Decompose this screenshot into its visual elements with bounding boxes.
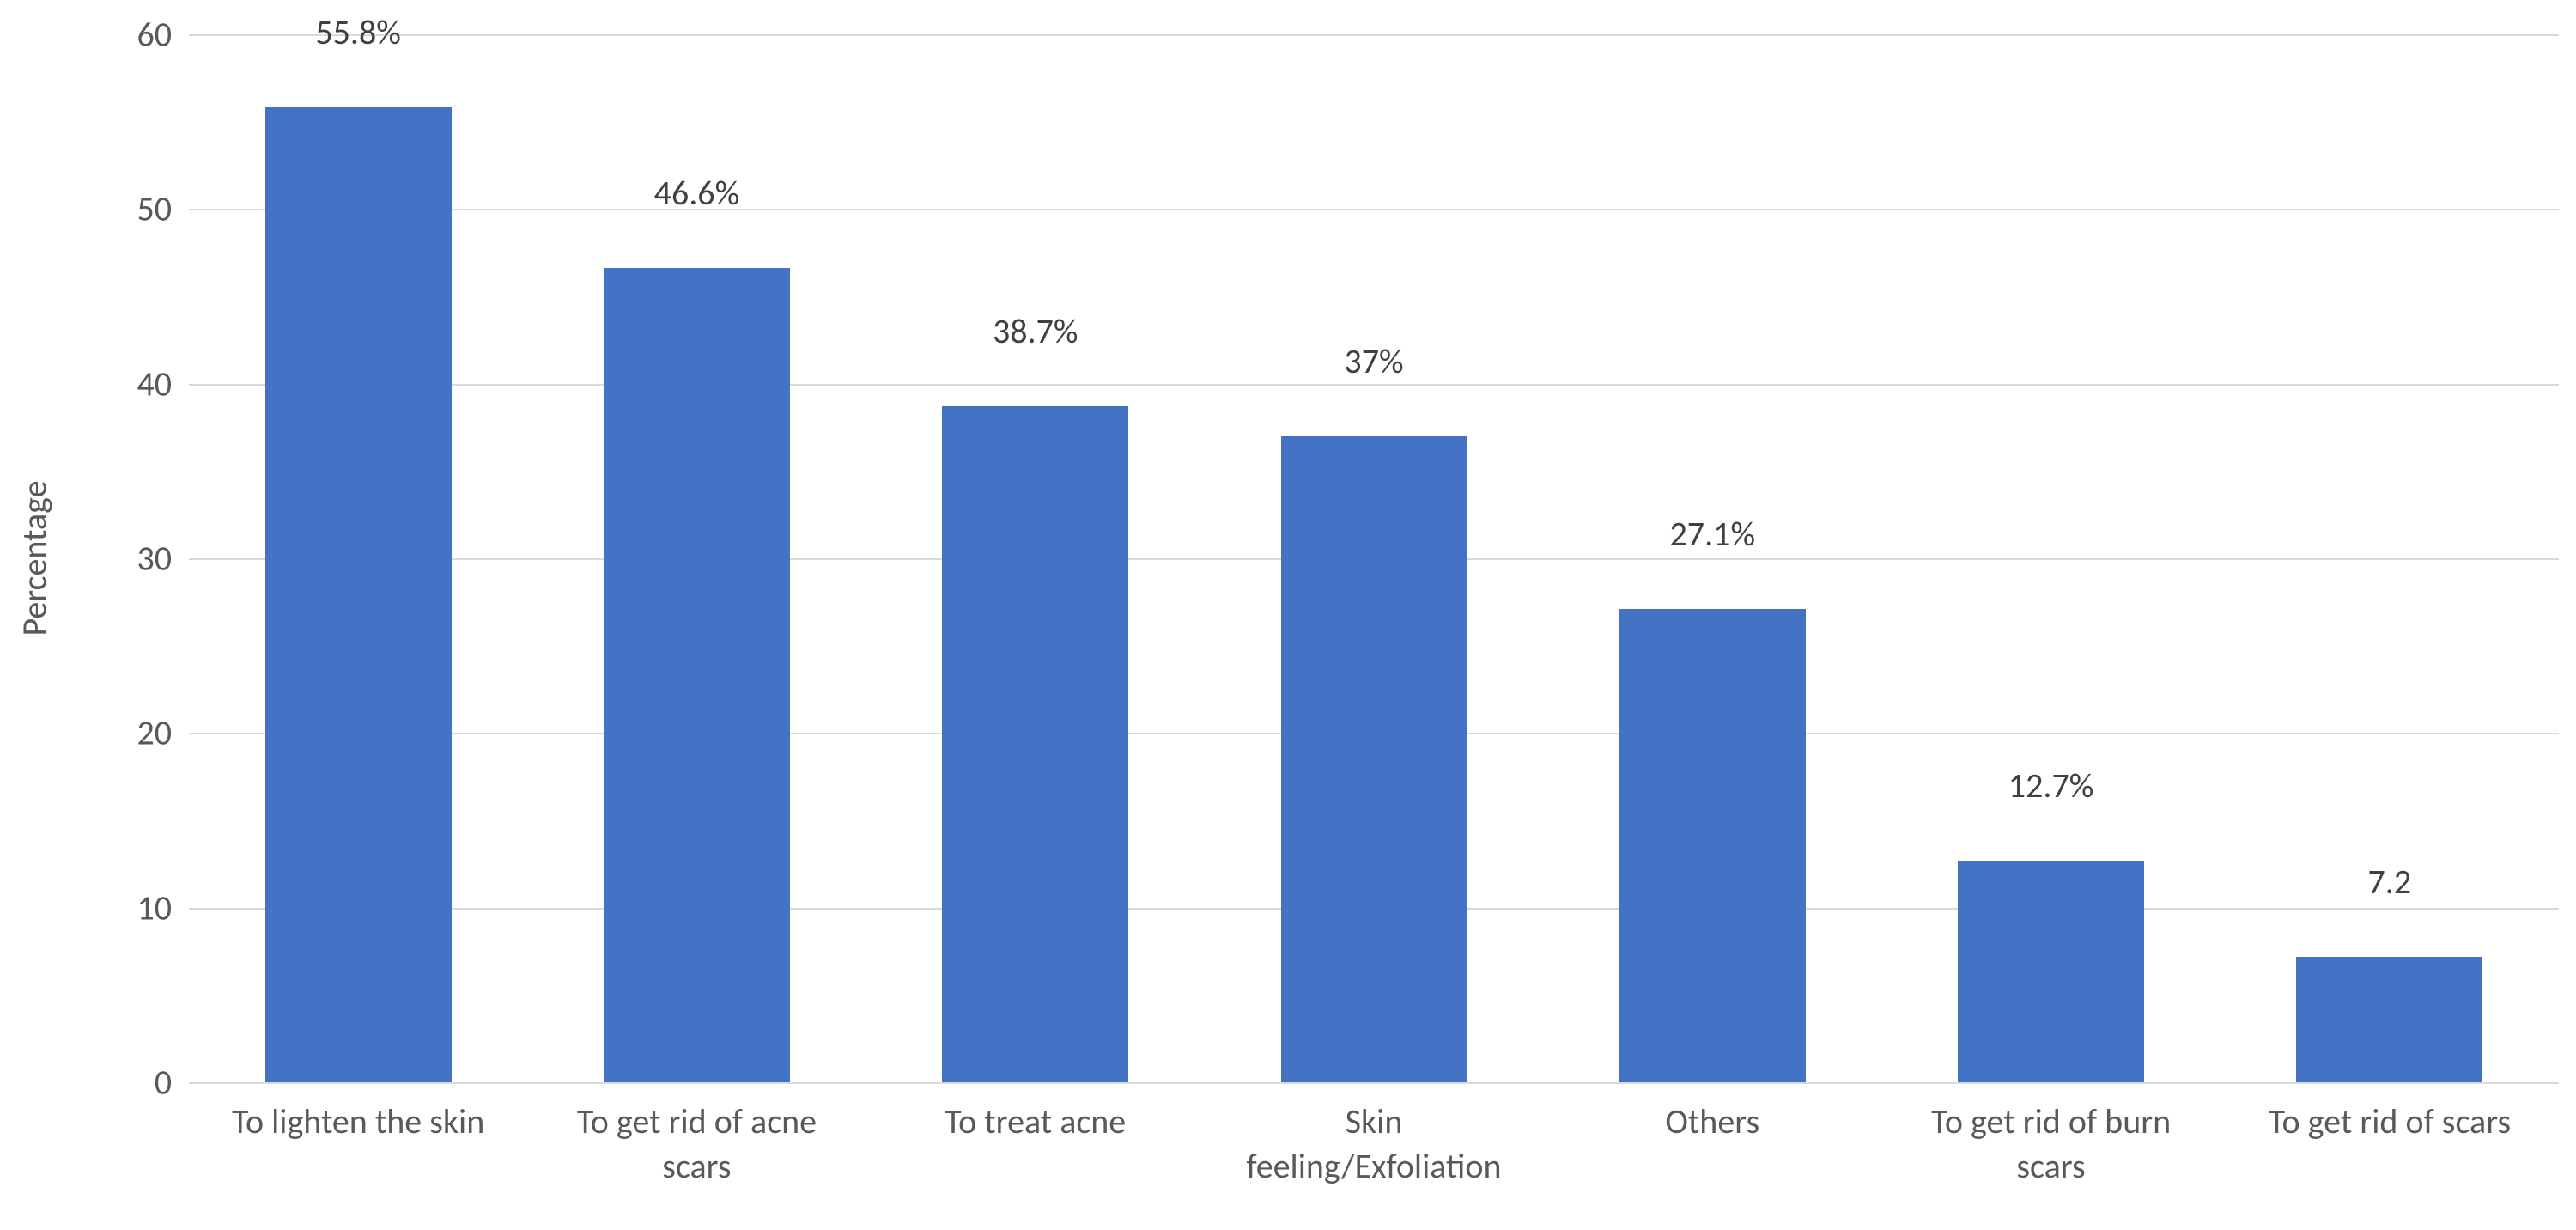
x-tick-label-line: scars xyxy=(1881,1144,2220,1189)
x-tick-label: To treat acne xyxy=(866,1099,1205,1144)
x-tick-label: Skinfeeling/Exfoliation xyxy=(1205,1099,1543,1189)
x-tick-label-line: Others xyxy=(1543,1099,1881,1144)
x-tick-label: To lighten the skin xyxy=(189,1099,527,1144)
x-tick-label-line: To get rid of scars xyxy=(2221,1099,2559,1144)
bar-value-label: 46.6% xyxy=(654,172,740,214)
gridline xyxy=(189,384,2559,386)
x-tick-label-line: To get rid of burn xyxy=(1881,1099,2220,1144)
x-tick-label: To get rid of burnscars xyxy=(1881,1099,2220,1189)
bar xyxy=(2296,957,2482,1082)
gridline xyxy=(189,34,2559,36)
bar xyxy=(1958,861,2144,1082)
plot-area: 55.8%46.6%38.7%37%27.1%12.7%7.2 xyxy=(189,34,2559,1082)
x-tick-label: To get rid of scars xyxy=(2221,1099,2559,1144)
bar-value-label: 12.7% xyxy=(2008,764,2094,807)
y-tick-label: 50 xyxy=(69,188,172,230)
y-tick-label: 30 xyxy=(69,538,172,580)
bar xyxy=(1281,436,1467,1082)
y-tick-label: 10 xyxy=(69,886,172,929)
y-tick-label: 20 xyxy=(69,712,172,754)
x-tick-label-line: To lighten the skin xyxy=(189,1099,527,1144)
x-tick-label: Others xyxy=(1543,1099,1881,1144)
bar-chart: 55.8% 46.6% 38.7% 37% 27.1% 12.7% 7.2 Percenta… xyxy=(0,0,2576,1230)
bar xyxy=(265,107,452,1082)
x-tick-label-line: Skin xyxy=(1205,1099,1543,1144)
bar-value-label: 27.1% xyxy=(1670,513,1756,555)
bar-value-label: 38.7% xyxy=(993,310,1078,352)
x-tick-label: To get rid of acnescars xyxy=(527,1099,866,1189)
x-tick-label-line: To get rid of acne xyxy=(527,1099,866,1144)
bar-value-label: 7.2 xyxy=(2368,861,2412,903)
bar-value-label: 37% xyxy=(1344,340,1403,382)
bar xyxy=(1619,609,1806,1082)
y-tick-label: 60 xyxy=(69,14,172,56)
bar xyxy=(604,268,790,1082)
x-tick-label-line: feeling/Exfoliation xyxy=(1205,1144,1543,1189)
y-axis-label: Percentage xyxy=(14,480,56,636)
bar-value-label: 55.8% xyxy=(315,11,401,53)
x-tick-label-line: To treat acne xyxy=(866,1099,1205,1144)
y-tick-label: 0 xyxy=(69,1062,172,1104)
x-axis-line xyxy=(189,1082,2559,1084)
gridline xyxy=(189,209,2559,210)
x-tick-label-line: scars xyxy=(527,1144,866,1189)
y-tick-label: 40 xyxy=(69,362,172,405)
bar xyxy=(942,406,1128,1082)
